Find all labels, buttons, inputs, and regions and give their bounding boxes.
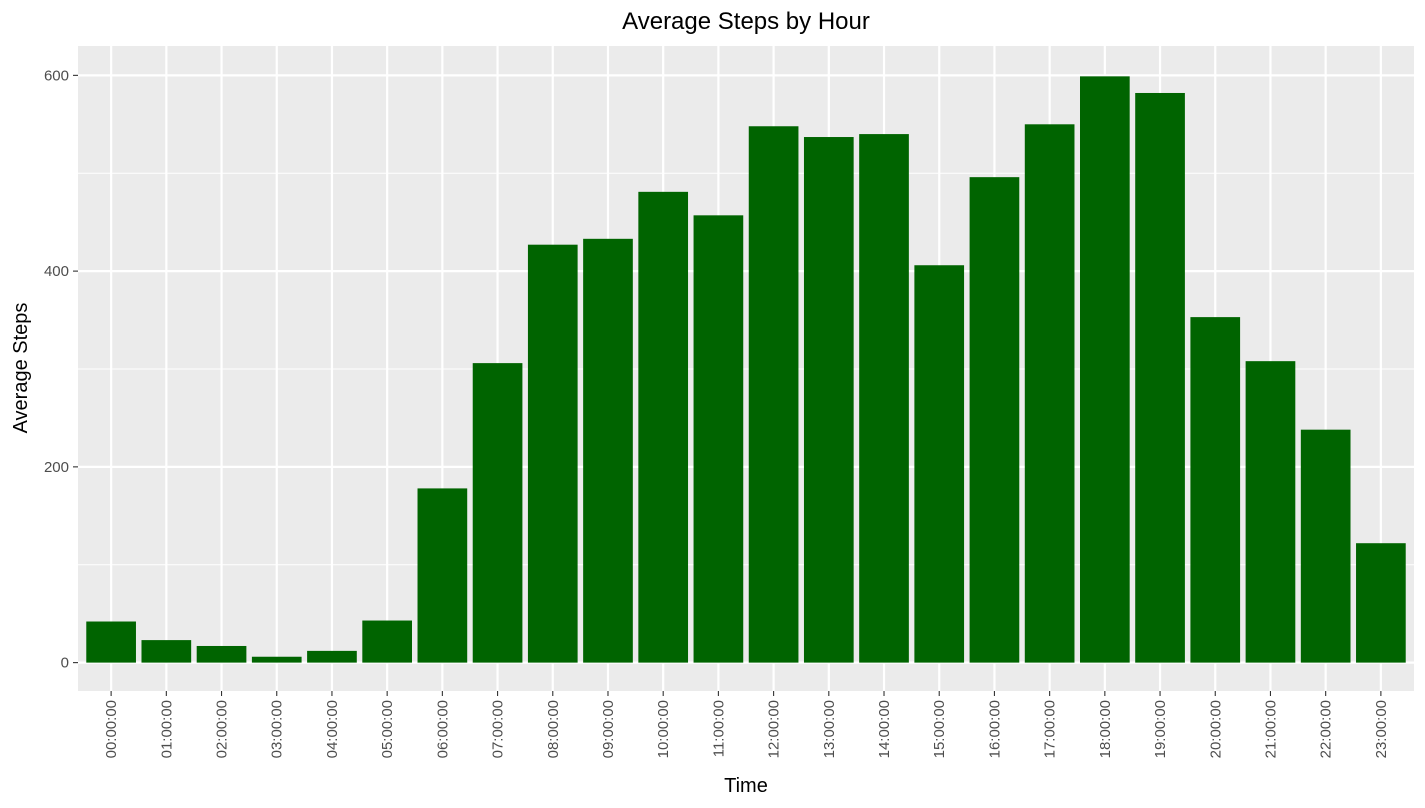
bar-02:00:00 <box>196 645 247 663</box>
x-tick-label: 05:00:00 <box>379 700 396 758</box>
bar-12:00:00 <box>748 126 799 663</box>
x-tick-label: 14:00:00 <box>876 700 893 758</box>
bar-22:00:00 <box>1300 429 1351 663</box>
bar-23:00:00 <box>1356 543 1406 663</box>
x-tick-label: 16:00:00 <box>986 700 1003 758</box>
bar-07:00:00 <box>472 363 523 663</box>
bar-11:00:00 <box>693 215 744 663</box>
bar-01:00:00 <box>141 640 192 663</box>
bar-04:00:00 <box>307 650 357 663</box>
x-tick-label: 17:00:00 <box>1042 700 1059 758</box>
x-tick-label: 18:00:00 <box>1097 700 1114 758</box>
bar-19:00:00 <box>1135 92 1185 663</box>
bar-15:00:00 <box>914 265 965 663</box>
chart-title: Average Steps by Hour <box>622 8 870 35</box>
x-tick-label: 20:00:00 <box>1207 700 1224 758</box>
bar-20:00:00 <box>1190 317 1241 663</box>
x-tick-label: 07:00:00 <box>490 700 507 758</box>
x-tick-label: 09:00:00 <box>600 700 617 758</box>
y-axis-ticks: 0 200 400 600 <box>44 67 78 672</box>
y-tick-label: 400 <box>44 263 69 280</box>
x-tick-label: 02:00:00 <box>214 700 231 758</box>
bars <box>86 76 1406 663</box>
x-tick-label: 22:00:00 <box>1318 700 1335 758</box>
x-tick-label: 00:00:00 <box>103 700 120 758</box>
x-tick-label: 15:00:00 <box>931 700 948 758</box>
bar-13:00:00 <box>803 137 854 663</box>
x-tick-label: 23:00:00 <box>1373 700 1390 758</box>
x-tick-label: 03:00:00 <box>269 700 286 758</box>
x-tick-label: 06:00:00 <box>434 700 451 758</box>
x-axis-title: Time <box>724 775 768 797</box>
bar-03:00:00 <box>251 656 302 663</box>
y-tick-label: 0 <box>61 655 69 672</box>
x-tick-label: 04:00:00 <box>324 700 341 758</box>
bar-10:00:00 <box>638 191 689 663</box>
bar-14:00:00 <box>859 134 909 663</box>
y-tick-label: 200 <box>44 459 69 476</box>
x-tick-label: 11:00:00 <box>710 700 727 757</box>
bar-08:00:00 <box>527 244 578 663</box>
x-tick-label: 12:00:00 <box>766 700 783 758</box>
bar-06:00:00 <box>417 488 468 663</box>
x-axis-ticks: 00:00:00 01:00:00 02:00:00 03:00:00 04:00:00… <box>103 691 1390 758</box>
bar-09:00:00 <box>583 238 633 663</box>
bar-21:00:00 <box>1245 361 1296 663</box>
bar-17:00:00 <box>1024 124 1075 663</box>
x-tick-label: 13:00:00 <box>821 700 838 758</box>
bar-18:00:00 <box>1080 76 1130 663</box>
x-tick-label: 21:00:00 <box>1262 700 1279 758</box>
bar-00:00:00 <box>86 621 136 663</box>
x-tick-label: 08:00:00 <box>545 700 562 758</box>
x-tick-label: 19:00:00 <box>1152 700 1169 758</box>
x-tick-label: 01:00:00 <box>158 700 175 758</box>
bar-16:00:00 <box>969 177 1020 663</box>
y-axis-title: Average Steps <box>10 303 32 434</box>
y-tick-label: 600 <box>44 67 69 84</box>
bar-05:00:00 <box>362 620 412 663</box>
x-tick-label: 10:00:00 <box>655 700 672 758</box>
